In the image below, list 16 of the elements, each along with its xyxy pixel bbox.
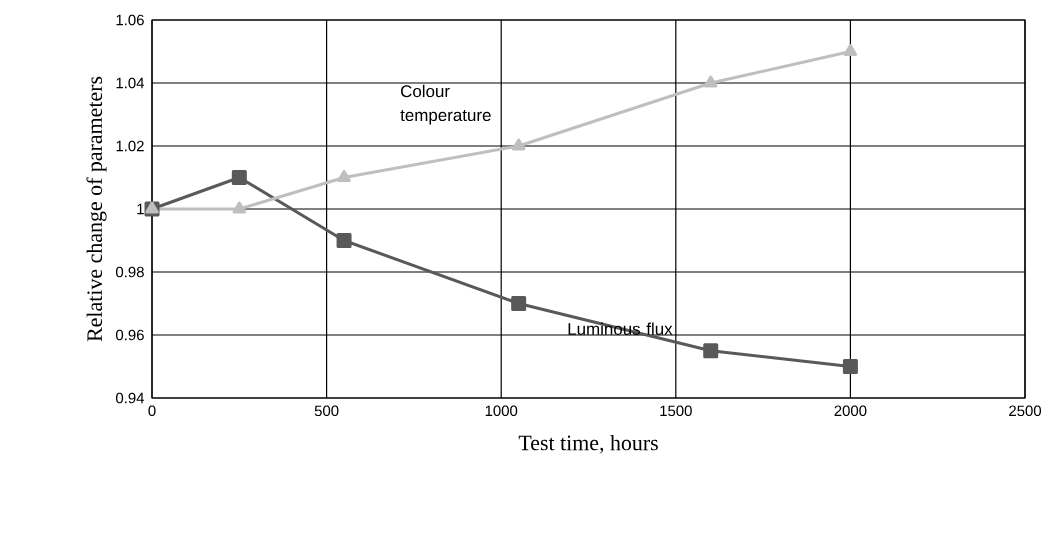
x-tick-label: 500 (314, 405, 339, 417)
y-tick-label: 0.96 (115, 329, 144, 341)
y-axis-title: Relative change of parameters (86, 76, 107, 342)
y-tick-label: 1.04 (116, 77, 145, 89)
x-tick-label: 1500 (660, 405, 692, 417)
x-tick-label: 1000 (485, 405, 518, 417)
x-tick-label: 2000 (834, 405, 867, 417)
series-label: Colour temperature (400, 84, 491, 125)
x-tick-label: 2500 (1009, 405, 1042, 417)
y-tick-label: 0.94 (115, 392, 145, 404)
y-tick-label: 1.06 (116, 14, 144, 26)
x-tick-label: 0 (148, 405, 156, 417)
y-tick-label: 1.02 (116, 140, 144, 152)
y-tick-label: 1 (137, 203, 144, 215)
y-tick-label: 0.98 (115, 266, 144, 278)
x-axis-title: Test time, hours (518, 434, 658, 454)
